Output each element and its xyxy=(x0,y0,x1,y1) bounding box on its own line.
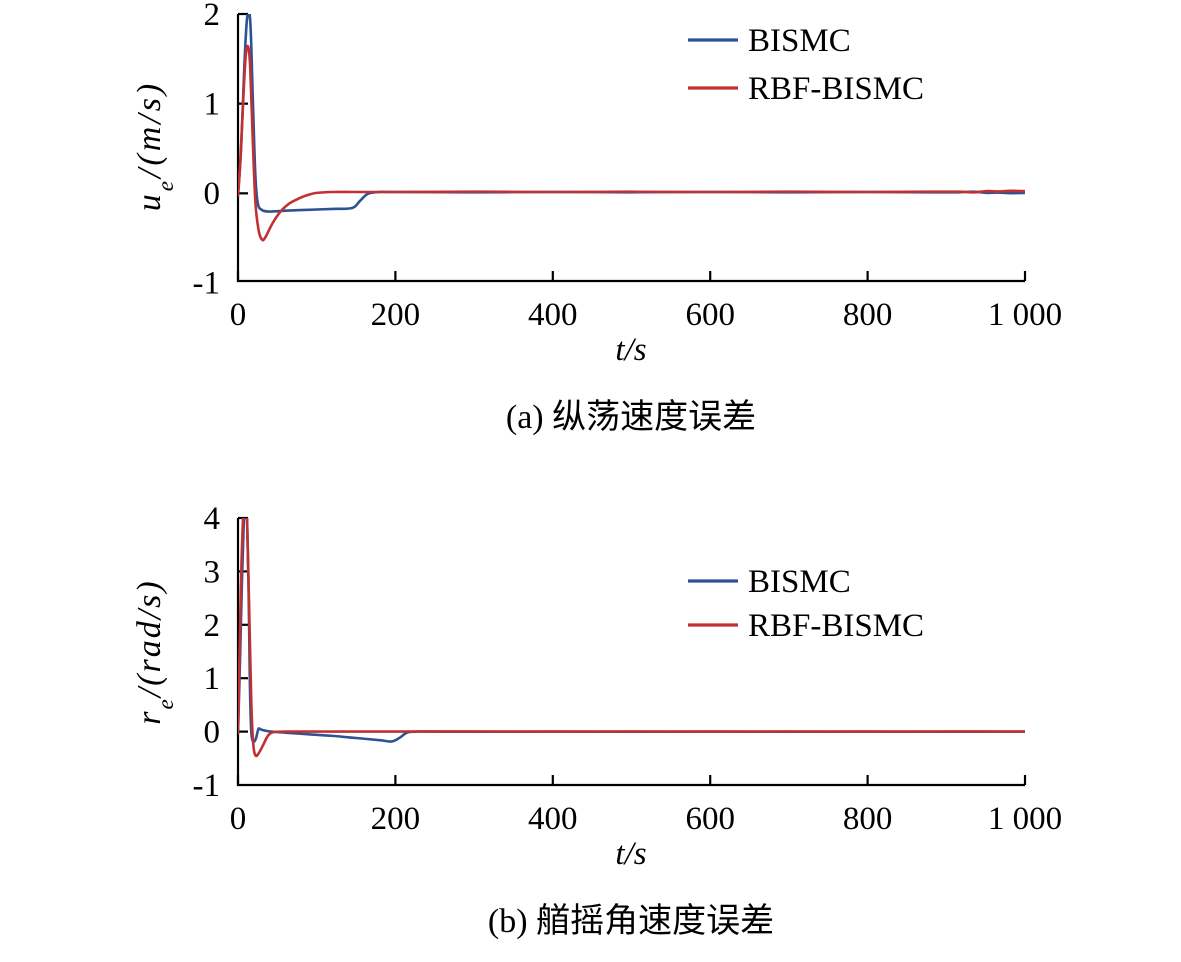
svg-text:t/s: t/s xyxy=(615,836,646,872)
svg-text:1: 1 xyxy=(204,87,221,123)
svg-text:(b) 艏摇角速度误差: (b) 艏摇角速度误差 xyxy=(488,902,774,940)
svg-text:-1: -1 xyxy=(193,266,221,302)
svg-text:400: 400 xyxy=(528,297,578,333)
svg-text:800: 800 xyxy=(843,297,893,333)
svg-text:0: 0 xyxy=(230,801,247,837)
svg-text:200: 200 xyxy=(371,297,421,333)
svg-text:t/s: t/s xyxy=(615,332,646,368)
svg-text:1: 1 xyxy=(204,661,221,697)
svg-text:2: 2 xyxy=(204,608,221,644)
svg-text:600: 600 xyxy=(685,801,735,837)
svg-text:1 000: 1 000 xyxy=(988,297,1062,333)
svg-text:600: 600 xyxy=(685,297,735,333)
svg-text:RBF-BISMC: RBF-BISMC xyxy=(748,608,924,644)
svg-text:0: 0 xyxy=(204,176,221,212)
svg-text:-1: -1 xyxy=(193,768,221,804)
svg-text:2: 2 xyxy=(204,0,221,33)
svg-text:BISMC: BISMC xyxy=(748,23,851,59)
svg-text:3: 3 xyxy=(204,554,221,590)
svg-text:BISMC: BISMC xyxy=(748,564,851,600)
svg-text:800: 800 xyxy=(843,801,893,837)
svg-text:1 000: 1 000 xyxy=(988,801,1062,837)
svg-text:RBF-BISMC: RBF-BISMC xyxy=(748,71,924,107)
svg-text:400: 400 xyxy=(528,801,578,837)
svg-text:0: 0 xyxy=(204,715,221,751)
svg-text:4: 4 xyxy=(204,501,221,537)
svg-text:0: 0 xyxy=(230,297,247,333)
svg-text:200: 200 xyxy=(371,801,421,837)
svg-text:(a) 纵荡速度误差: (a) 纵荡速度误差 xyxy=(506,398,756,436)
